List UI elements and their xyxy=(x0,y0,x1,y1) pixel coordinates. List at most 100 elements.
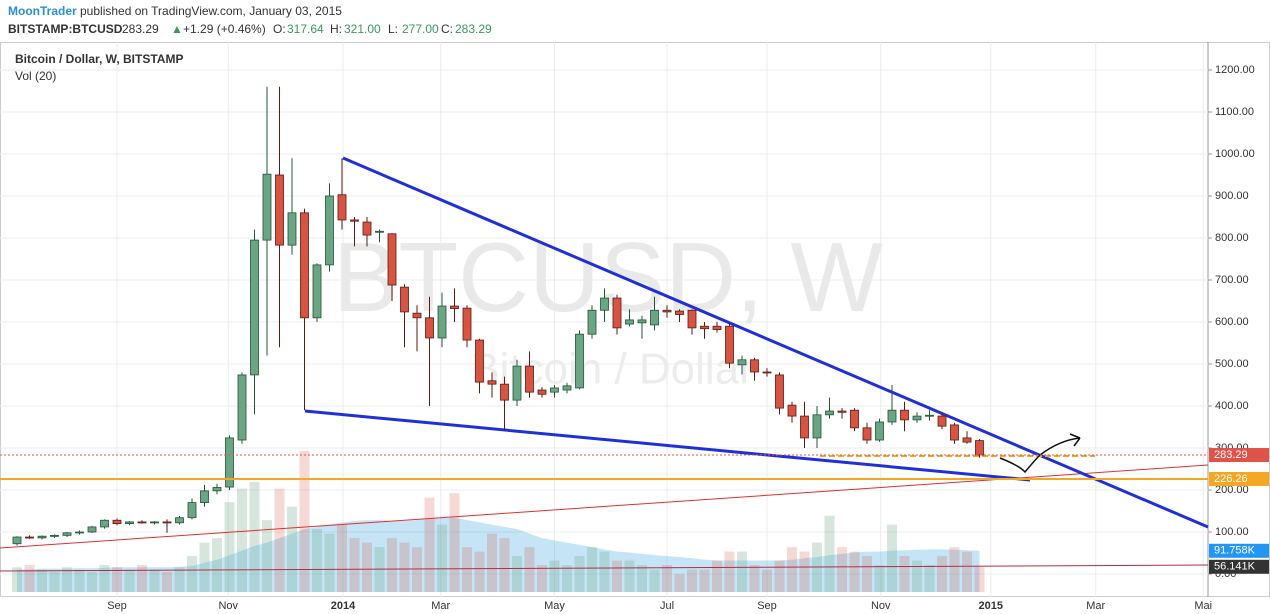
volume-bar xyxy=(674,574,685,593)
arrow-drawing xyxy=(999,433,1081,474)
candle-body xyxy=(862,427,872,441)
volume-bar xyxy=(87,571,97,593)
ohlc-key: H: xyxy=(330,22,342,36)
trend-line xyxy=(0,564,1209,572)
candle-body xyxy=(425,317,434,339)
candle-body xyxy=(750,359,759,373)
volume-bar xyxy=(487,533,497,593)
volume-bar xyxy=(524,547,535,593)
candle-body xyxy=(700,325,709,330)
candle-body xyxy=(250,239,259,376)
candle-body xyxy=(512,365,522,401)
volume-bar xyxy=(299,450,310,593)
candle-body xyxy=(75,531,84,534)
candle-body xyxy=(187,502,197,519)
volume-bar xyxy=(99,565,110,593)
candle-body xyxy=(887,409,897,423)
volume-bar xyxy=(899,556,910,593)
candle-body xyxy=(962,437,972,443)
ohlc-value: 283.29 xyxy=(455,22,492,36)
volume-bar xyxy=(224,502,235,593)
axis-tag xyxy=(1209,471,1269,486)
candle-body xyxy=(850,409,859,429)
candle-body xyxy=(300,212,309,319)
volume-bar xyxy=(249,481,260,593)
volume-bar xyxy=(12,567,22,593)
candle-body xyxy=(262,173,272,241)
volume-bar xyxy=(562,565,572,593)
volume-bar xyxy=(724,551,735,593)
trend-line xyxy=(342,156,1209,529)
candle-body xyxy=(712,325,722,330)
volume-bar xyxy=(362,542,372,593)
candle-body xyxy=(687,309,697,329)
y-tick-label: 500.00 xyxy=(1215,358,1249,370)
axis-tag xyxy=(1209,543,1269,558)
volume-bar xyxy=(462,547,472,593)
candle-body xyxy=(287,212,297,246)
candle-body xyxy=(600,297,609,311)
volume-bar xyxy=(324,533,335,593)
candle-body xyxy=(412,312,422,319)
volume-bar xyxy=(887,524,897,593)
volume-bar xyxy=(749,565,760,593)
ohlc-value: 277.00 xyxy=(402,22,439,36)
x-tick-label: 2014 xyxy=(331,600,356,612)
candle-body xyxy=(462,307,472,341)
x-tick-label: Nov xyxy=(218,600,238,612)
volume-bar xyxy=(712,560,722,593)
volume-bar xyxy=(274,488,285,593)
volume-bar xyxy=(262,520,272,593)
candle-body xyxy=(912,415,922,421)
trend-line xyxy=(304,409,1031,482)
candle-body xyxy=(775,374,784,409)
volume-bar xyxy=(212,538,222,593)
volume-bar xyxy=(412,547,422,593)
ohlc-key: L: xyxy=(388,22,398,36)
y-tick-label: 400.00 xyxy=(1215,400,1249,412)
candle-body xyxy=(787,404,797,417)
volume-bar xyxy=(349,538,360,593)
y-tick-label: 600.00 xyxy=(1215,316,1249,328)
candle-body xyxy=(375,230,384,233)
volume-title: Vol (20) xyxy=(15,69,56,83)
volume-bar xyxy=(49,571,60,593)
axis-tag-label: 91.758K xyxy=(1214,545,1256,557)
volume-bar xyxy=(862,556,872,593)
volume-bar xyxy=(699,569,710,593)
candle-body xyxy=(312,264,322,319)
candle-body xyxy=(275,174,284,246)
candle-body xyxy=(875,421,884,441)
y-tick-label: 1000.00 xyxy=(1215,148,1255,160)
volume-bar xyxy=(137,565,147,593)
candle-body xyxy=(812,414,822,439)
volume-bar xyxy=(549,560,560,593)
candle-body xyxy=(137,521,147,524)
author[interactable]: MoonTrader xyxy=(8,4,77,18)
candle-body xyxy=(650,309,659,326)
candle-body xyxy=(200,490,209,504)
candle-body xyxy=(62,532,72,536)
candle-body xyxy=(50,534,59,537)
volume-ma-area xyxy=(17,517,980,593)
drawings xyxy=(0,156,1209,572)
candle-body xyxy=(950,424,959,441)
change: +1.29 (+0.46%) xyxy=(183,22,266,36)
volume-bar xyxy=(624,560,635,593)
ohlc-key: C: xyxy=(441,22,453,36)
x-tick-label: 2015 xyxy=(979,600,1003,612)
volume-bar xyxy=(474,551,485,593)
volume-bar xyxy=(637,565,647,593)
volume-bar xyxy=(512,556,522,593)
ohlc-value: 321.00 xyxy=(344,22,381,36)
candle-body xyxy=(800,415,809,439)
x-tick-label: May xyxy=(544,600,565,612)
volume-bar xyxy=(537,565,547,593)
x-tick-label: Sep xyxy=(757,600,777,612)
volume-bar xyxy=(199,542,210,593)
volume-bar xyxy=(787,547,797,593)
candle-body xyxy=(225,437,234,488)
candle-body xyxy=(825,410,834,416)
volume-bar xyxy=(237,488,247,593)
y-tick-label: 1100.00 xyxy=(1215,106,1254,118)
